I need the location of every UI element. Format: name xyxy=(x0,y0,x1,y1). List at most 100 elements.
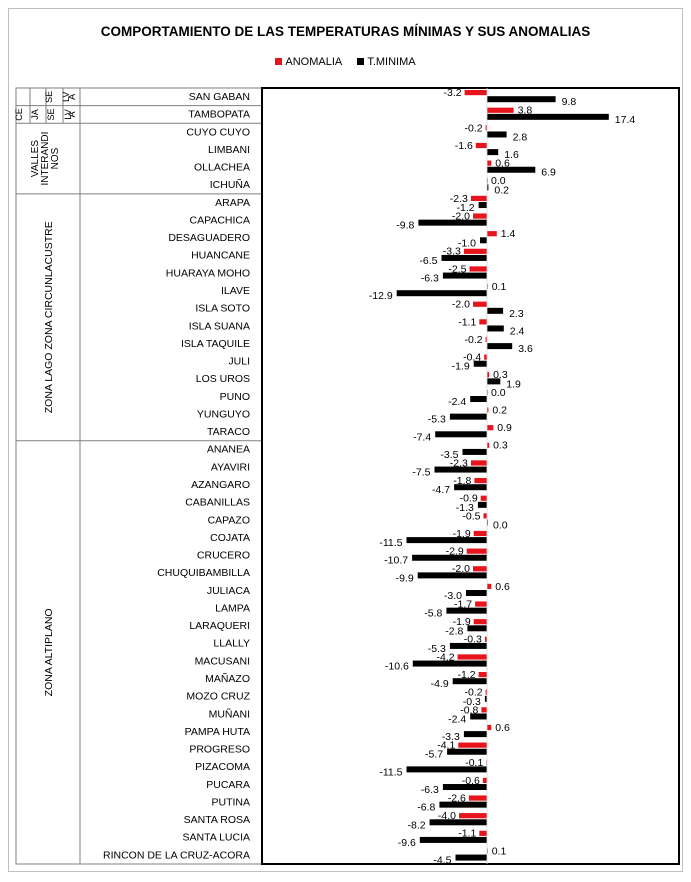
category-label: LLALLY xyxy=(213,638,250,650)
bar-anomalia xyxy=(479,319,487,325)
data-label-tminima: -2.4 xyxy=(448,713,466,725)
bar-tminima xyxy=(487,378,501,385)
data-label-tminima: 2.3 xyxy=(509,308,524,320)
data-label-tminima: -3.0 xyxy=(444,590,462,602)
data-label-anomalia: 0.3 xyxy=(493,440,508,452)
category-label: ISLA SOTO xyxy=(195,303,250,315)
bar-anomalia xyxy=(483,513,487,519)
bar-anomalia xyxy=(487,407,489,413)
data-label-anomalia: 3.8 xyxy=(518,105,533,117)
bar-anomalia xyxy=(473,566,487,572)
bar-anomalia xyxy=(470,460,487,466)
category-label: HUARAYA MOHO xyxy=(166,267,250,279)
data-label-anomalia: -2.3 xyxy=(450,457,468,469)
group-label-fragment: JA xyxy=(30,109,40,120)
bar-anomalia xyxy=(485,336,487,343)
data-label-tminima: -1.0 xyxy=(458,237,476,249)
data-label-anomalia: 0.0 xyxy=(491,175,506,187)
data-label-tminima: 17.4 xyxy=(615,114,636,126)
data-label-anomalia: -0.2 xyxy=(465,334,483,346)
bar-anomalia xyxy=(468,795,487,801)
legend-swatch-tminima xyxy=(357,58,365,65)
bar-tminima xyxy=(452,678,487,685)
data-label-anomalia: -4.1 xyxy=(437,740,455,752)
data-label-anomalia: 0.6 xyxy=(495,722,510,734)
category-label: TAMBOPATA xyxy=(188,109,250,121)
bar-tminima xyxy=(487,307,504,314)
category-label: OLLACHEA xyxy=(194,162,250,174)
data-label-tminima: -7.4 xyxy=(413,431,431,443)
category-label: ISLA TAQUILE xyxy=(181,338,250,350)
data-label-anomalia: -0.2 xyxy=(465,122,483,134)
bar-tminima xyxy=(442,784,487,791)
data-label-tminima: 0.0 xyxy=(493,519,508,531)
category-label: JULIACA xyxy=(207,585,250,597)
category-label: SAN GABAN xyxy=(189,91,250,103)
category-label: CAPAZO xyxy=(208,514,250,526)
bar-anomalia xyxy=(487,160,492,166)
data-label-tminima: -1.2 xyxy=(457,202,475,214)
data-label-tminima: -4.9 xyxy=(431,678,449,690)
category-label: PIZACOMA xyxy=(195,761,250,773)
data-label-anomalia: -2.5 xyxy=(448,263,466,275)
bar-tminima xyxy=(418,219,487,226)
data-label-tminima: -4.5 xyxy=(433,855,451,867)
category-label: RINCON DE LA CRUZ-ACORA xyxy=(103,849,250,861)
bar-tminima xyxy=(487,149,499,156)
data-label-tminima: 1.9 xyxy=(506,378,521,390)
bar-tminima xyxy=(449,413,487,420)
bar-tminima xyxy=(487,343,513,350)
bar-anomalia xyxy=(473,619,487,625)
category-label: SANTA ROSA xyxy=(184,814,250,826)
bar-tminima xyxy=(441,254,487,261)
category-label: CRUCERO xyxy=(197,550,250,562)
data-label-tminima: 0.2 xyxy=(494,184,509,196)
bar-anomalia xyxy=(473,301,487,307)
bar-tminima xyxy=(434,466,487,473)
data-label-anomalia: -1.8 xyxy=(453,475,471,487)
bar-tminima xyxy=(473,360,487,367)
data-label-tminima: -6.3 xyxy=(421,273,439,285)
data-label-anomalia: 0.0 xyxy=(491,387,506,399)
category-label: ISLA SUANA xyxy=(189,320,250,332)
data-label-tminima: -10.7 xyxy=(384,555,408,567)
bar-anomalia xyxy=(470,195,487,202)
bar-tminima xyxy=(419,836,487,843)
bar-tminima xyxy=(429,819,487,826)
bar-anomalia xyxy=(485,125,487,131)
data-label-tminima: -3.5 xyxy=(440,449,458,461)
group-label-fragment: A xyxy=(67,111,77,117)
category-label: CAPACHICA xyxy=(190,214,250,226)
data-label-tminima: 2.8 xyxy=(513,131,528,143)
data-label-anomalia: -2.3 xyxy=(450,193,468,205)
bar-anomalia xyxy=(487,724,492,731)
category-label: MAÑAZO xyxy=(205,672,250,685)
data-label-anomalia: 1.4 xyxy=(501,228,516,240)
data-label-tminima: -2.8 xyxy=(445,625,463,637)
category-label: PUCARA xyxy=(206,779,250,791)
category-label: LIMBANI xyxy=(208,144,250,156)
group-label-fragment: A xyxy=(67,94,77,100)
category-label: PAMPA HUTA xyxy=(185,726,250,738)
bar-tminima xyxy=(466,590,487,597)
data-label-anomalia: -1.9 xyxy=(453,616,471,628)
bar-anomalia xyxy=(481,707,487,713)
bar-anomalia xyxy=(479,830,487,836)
data-label-anomalia: -1.6 xyxy=(455,140,473,152)
bar-tminima xyxy=(487,96,556,103)
data-label-anomalia: -1.1 xyxy=(458,828,476,840)
data-label-anomalia: -2.9 xyxy=(446,546,464,558)
data-label-anomalia: -0.5 xyxy=(462,510,480,522)
bar-anomalia xyxy=(484,354,487,360)
group-label-fragment: CE xyxy=(14,108,24,121)
category-label: TARACO xyxy=(207,426,250,438)
bar-anomalia xyxy=(485,689,487,695)
bar-tminima xyxy=(447,748,487,755)
group-label-fragment: SE xyxy=(44,91,54,103)
data-label-tminima: 1.6 xyxy=(504,149,519,161)
data-label-anomalia: -3.3 xyxy=(443,246,461,258)
bar-anomalia xyxy=(469,266,487,272)
data-label-anomalia: -2.0 xyxy=(452,563,470,575)
chart-legend: ANOMALIA T.MINIMA xyxy=(0,56,691,68)
data-label-tminima: -1.3 xyxy=(456,502,474,514)
